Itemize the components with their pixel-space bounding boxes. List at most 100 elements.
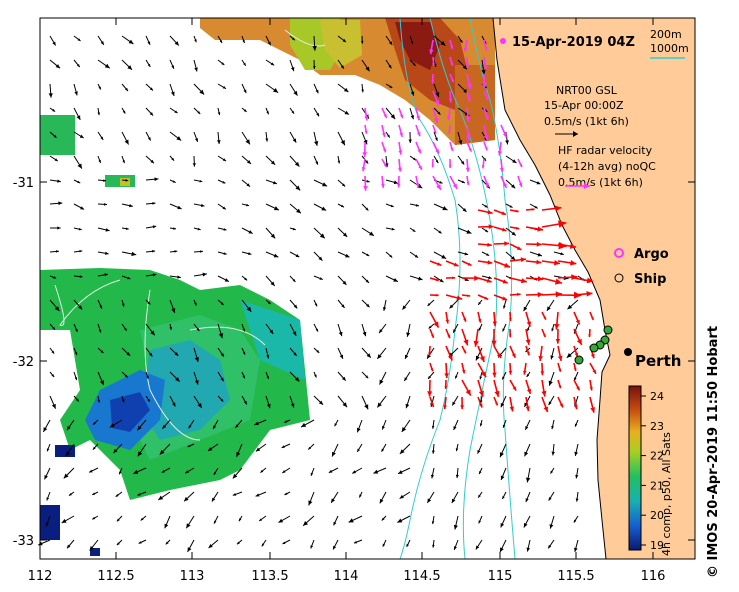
- radar-arrow: [477, 260, 493, 265]
- radar-arrow: [525, 379, 532, 395]
- model-arrow: [282, 539, 291, 545]
- model-arrow: [217, 371, 225, 382]
- radar-arrow: [444, 362, 449, 379]
- model-arrow: [457, 179, 466, 184]
- model-arrow: [169, 395, 176, 407]
- model-arrow: [115, 491, 123, 498]
- model-arrow: [310, 539, 315, 549]
- model-arrow: [313, 131, 319, 146]
- model-arrow: [97, 131, 104, 141]
- radar-arrow: [477, 294, 489, 301]
- argo-arrow: [381, 107, 388, 119]
- argo-arrow: [432, 175, 442, 191]
- model-arrow: [145, 299, 151, 305]
- model-arrow: [211, 491, 219, 502]
- model-arrow: [409, 155, 417, 161]
- model-arrow: [236, 443, 243, 458]
- model-arrow: [431, 515, 435, 525]
- radar-arrow: [445, 328, 451, 339]
- model-legend-line3: 0.5m/s (1kt 6h): [544, 115, 629, 128]
- model-arrow: [193, 371, 199, 385]
- model-arrow: [265, 107, 270, 115]
- radar-arrow: [443, 396, 447, 410]
- model-arrow: [73, 179, 81, 184]
- model-arrow: [217, 35, 223, 44]
- model-arrow: [427, 299, 435, 307]
- model-arrow: [409, 227, 416, 233]
- y-axis: -31 -32 -33: [13, 176, 695, 549]
- argo-arrow: [415, 107, 420, 121]
- radar-arrow: [473, 328, 479, 347]
- model-arrow: [169, 59, 175, 69]
- model-arrow: [385, 107, 396, 120]
- model-arrow: [265, 299, 272, 305]
- model-arrow: [145, 155, 155, 164]
- model-arrow: [333, 515, 339, 526]
- model-arrow: [361, 347, 372, 359]
- model-legend-arrowhead: [573, 131, 578, 137]
- model-arrow: [313, 323, 319, 332]
- model-arrow: [193, 35, 197, 43]
- model-arrow: [49, 179, 61, 183]
- model-arrow: [499, 539, 507, 553]
- model-arrow: [241, 179, 251, 187]
- model-arrow: [49, 275, 57, 279]
- colorbar-tick-label: 23: [650, 420, 664, 433]
- model-arrow: [500, 515, 507, 528]
- model-arrow: [574, 443, 579, 457]
- model-arrow: [97, 35, 105, 46]
- argo-arrow: [415, 175, 420, 188]
- argo-arrow: [500, 175, 508, 189]
- model-arrow: [313, 371, 317, 378]
- model-arrow: [337, 371, 347, 381]
- model-arrow: [265, 35, 272, 46]
- argo-arrow: [465, 158, 470, 172]
- radar-arrow: [573, 328, 583, 346]
- argo-arrow: [483, 141, 488, 151]
- model-arrow: [455, 443, 459, 452]
- model-arrow: [313, 203, 327, 211]
- model-arrow: [475, 347, 483, 361]
- model-arrow: [193, 250, 203, 253]
- argo-arrow: [449, 56, 454, 67]
- model-arrow: [73, 227, 82, 231]
- model-arrow: [212, 419, 219, 430]
- model-arrow: [433, 155, 439, 164]
- model-arrow: [553, 251, 564, 256]
- radar-legend-line2: (4-12h avg) noQC: [558, 160, 656, 173]
- model-arrow: [65, 443, 75, 457]
- model-arrow: [49, 131, 57, 139]
- argo-arrow: [481, 158, 485, 169]
- model-arrow: [379, 491, 387, 504]
- model-arrow: [431, 443, 435, 454]
- model-arrow: [397, 515, 411, 523]
- colorbar-tick-label: 21: [650, 479, 664, 492]
- radar-arrow: [429, 260, 442, 267]
- model-arrow: [501, 371, 507, 380]
- model-arrow: [265, 395, 271, 409]
- model-arrow: [121, 155, 125, 164]
- model-arrow: [433, 251, 447, 260]
- argo-arrow: [466, 90, 471, 103]
- model-arrow: [92, 515, 99, 520]
- radar-arrow: [573, 362, 577, 372]
- radar-arrow: [589, 379, 593, 391]
- model-arrow: [145, 347, 153, 357]
- model-arrow: [501, 491, 507, 500]
- model-arrow: [361, 59, 370, 72]
- radar-arrow: [509, 209, 519, 213]
- model-arrow: [385, 203, 394, 208]
- model-arrow: [121, 275, 131, 280]
- model-arrow: [310, 467, 315, 476]
- model-arrow: [49, 107, 56, 112]
- model-arrow: [265, 155, 276, 166]
- model-arrow: [409, 179, 423, 189]
- argo-arrow: [466, 141, 473, 153]
- argo-arrow: [466, 73, 472, 90]
- model-arrow: [159, 443, 171, 456]
- model-arrow: [169, 83, 175, 97]
- model-arrow: [216, 131, 221, 145]
- model-arrow: [73, 59, 81, 68]
- x-axis: 112 112.5 113 113.5 114 114.5 115 115.5 116: [28, 18, 665, 584]
